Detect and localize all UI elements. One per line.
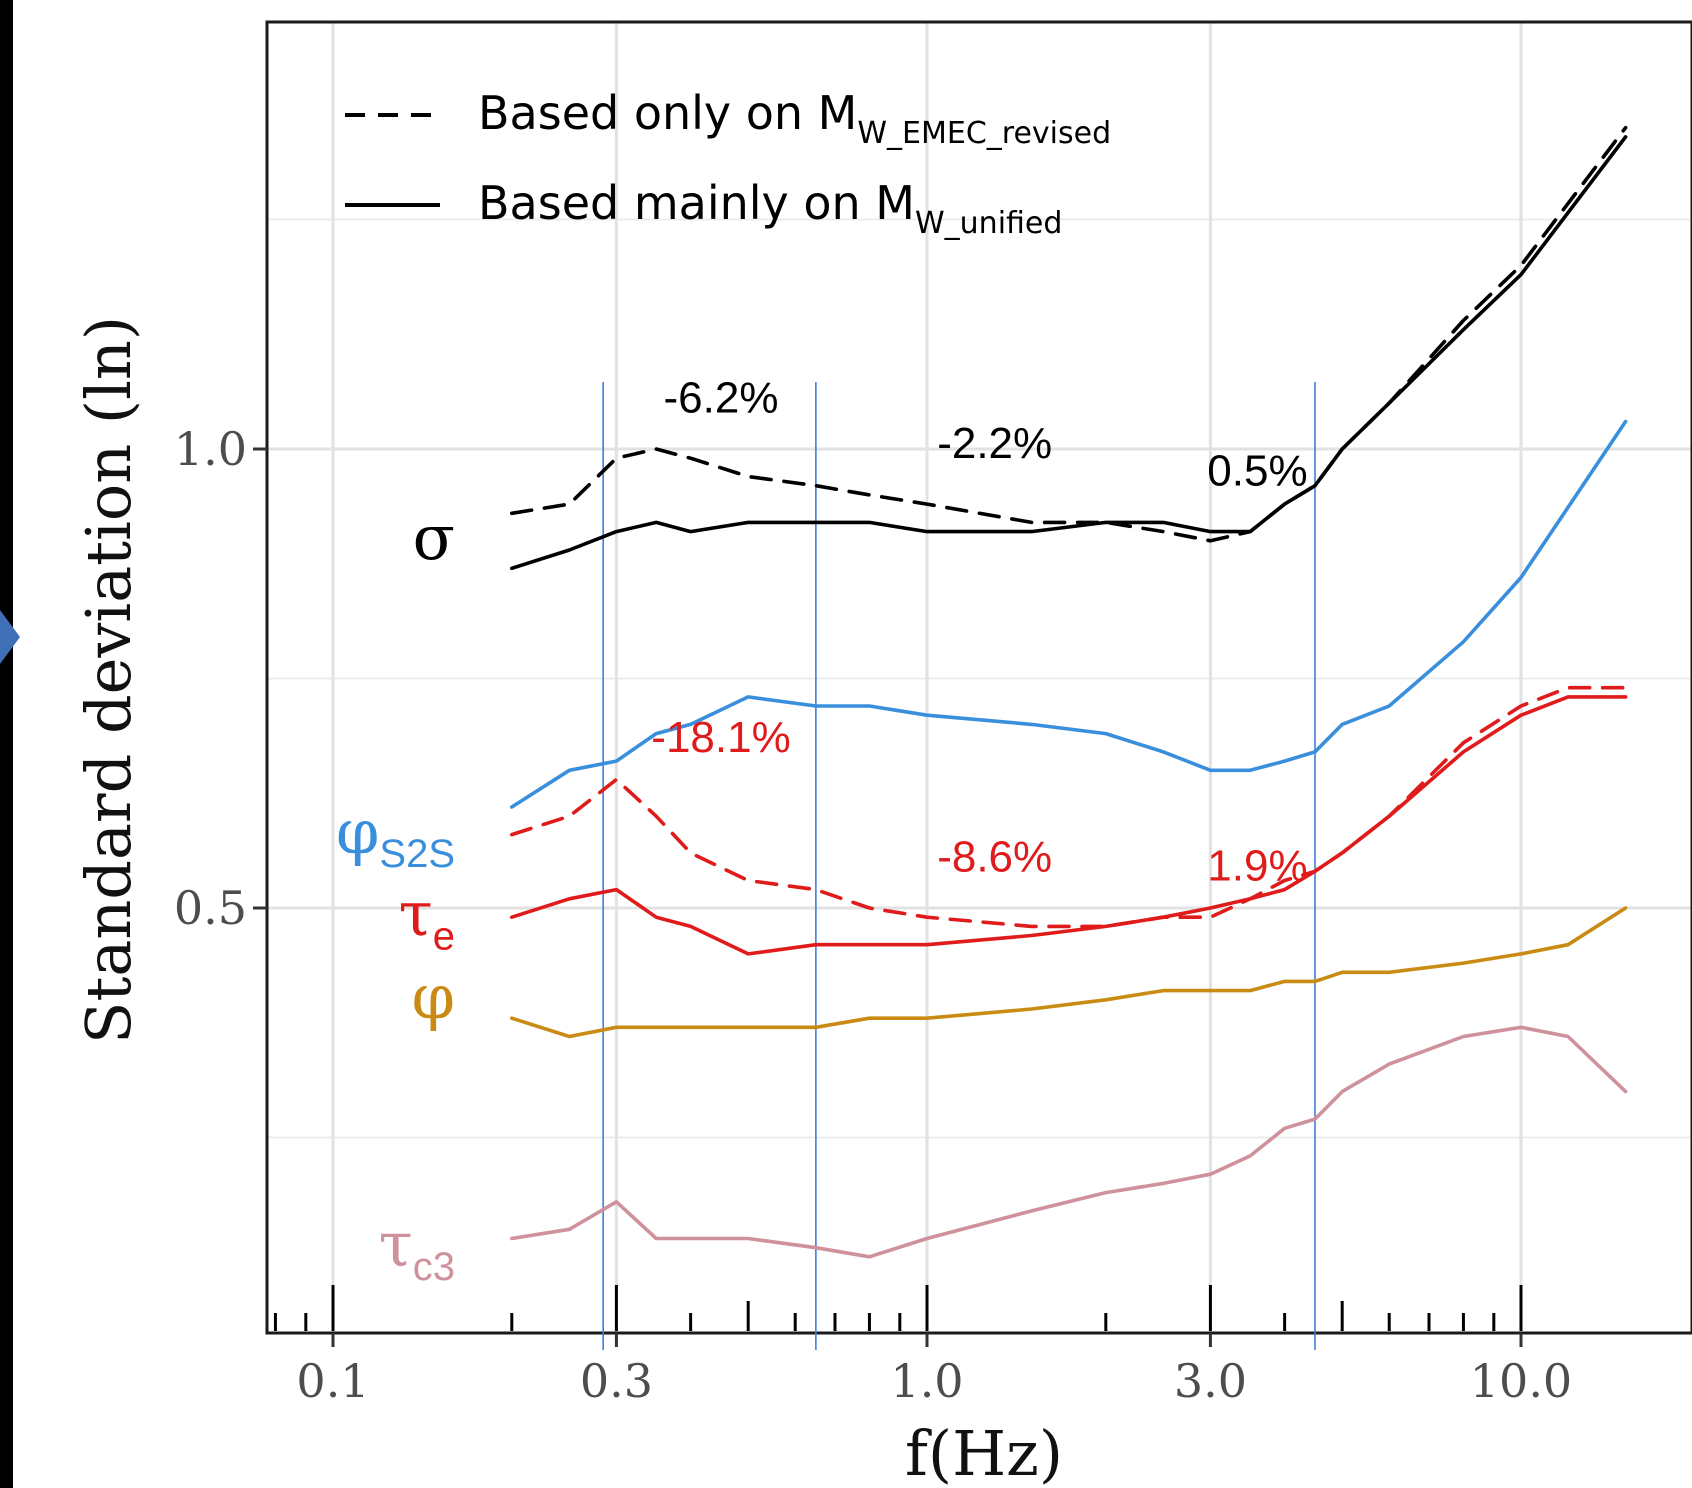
series-line-phiS2S-solid (510, 419, 1628, 809)
series-label-subscript: c3 (413, 1245, 455, 1289)
series-label-subscript: S2S (379, 832, 455, 876)
series-label-symbol: φ (412, 960, 455, 1033)
legend-entry-solid: Based mainly on MW_unified (478, 176, 1062, 241)
arrow-icon (0, 610, 20, 664)
legend-subscript: W_unified (915, 206, 1062, 241)
series-label-symbol: σ (413, 501, 455, 574)
series-label-symbol: τ (378, 1208, 412, 1281)
x-axis-title: f(Hz) (905, 1417, 1063, 1488)
x-tick-label: 0.3 (580, 1354, 653, 1408)
series-label-symbol: τ (398, 878, 432, 951)
plot-border (265, 20, 1692, 1335)
left-border-bar (0, 0, 13, 1488)
series-label-phiS2S: φS2S (336, 795, 455, 876)
percent-annotation: -6.2% (664, 373, 779, 422)
series-label-sigma: σ (413, 501, 455, 574)
percent-annotation: 1.9% (1207, 841, 1307, 890)
y-axis-title: Standard deviation (ln) (72, 316, 145, 1044)
x-tick-label: 10.0 (1470, 1354, 1572, 1408)
legend-entry-dashed: Based only on MW_EMEC_revised (478, 86, 1111, 151)
y-tick-label: 1.0 (174, 422, 247, 476)
x-tick-label: 0.1 (296, 1354, 369, 1408)
legend-text: Based only on M (478, 86, 857, 140)
series-label-subscript: e (433, 915, 455, 959)
series-label-tau_e: τe (398, 878, 455, 959)
series-line-phi-solid (510, 906, 1628, 1039)
percent-annotation: -8.6% (937, 832, 1052, 881)
series-line-tau_e-solid (510, 695, 1628, 956)
series-line-sigma-solid (510, 135, 1628, 571)
legend-text: Based mainly on M (478, 176, 915, 230)
series-line-tau_c3-solid (510, 1025, 1628, 1259)
series-label-symbol: φ (336, 795, 379, 868)
percent-annotation: -18.1% (651, 713, 790, 762)
x-tick-label: 3.0 (1174, 1354, 1247, 1408)
series-label-tau_c3: τc3 (378, 1208, 455, 1289)
percent-annotation: -2.2% (937, 419, 1052, 468)
y-tick-label: 0.5 (174, 881, 247, 935)
legend-subscript: W_EMEC_revised (857, 116, 1111, 151)
x-tick-label: 1.0 (890, 1354, 963, 1408)
series-label-phi: φ (412, 960, 455, 1033)
percent-annotation: 0.5% (1207, 447, 1307, 496)
